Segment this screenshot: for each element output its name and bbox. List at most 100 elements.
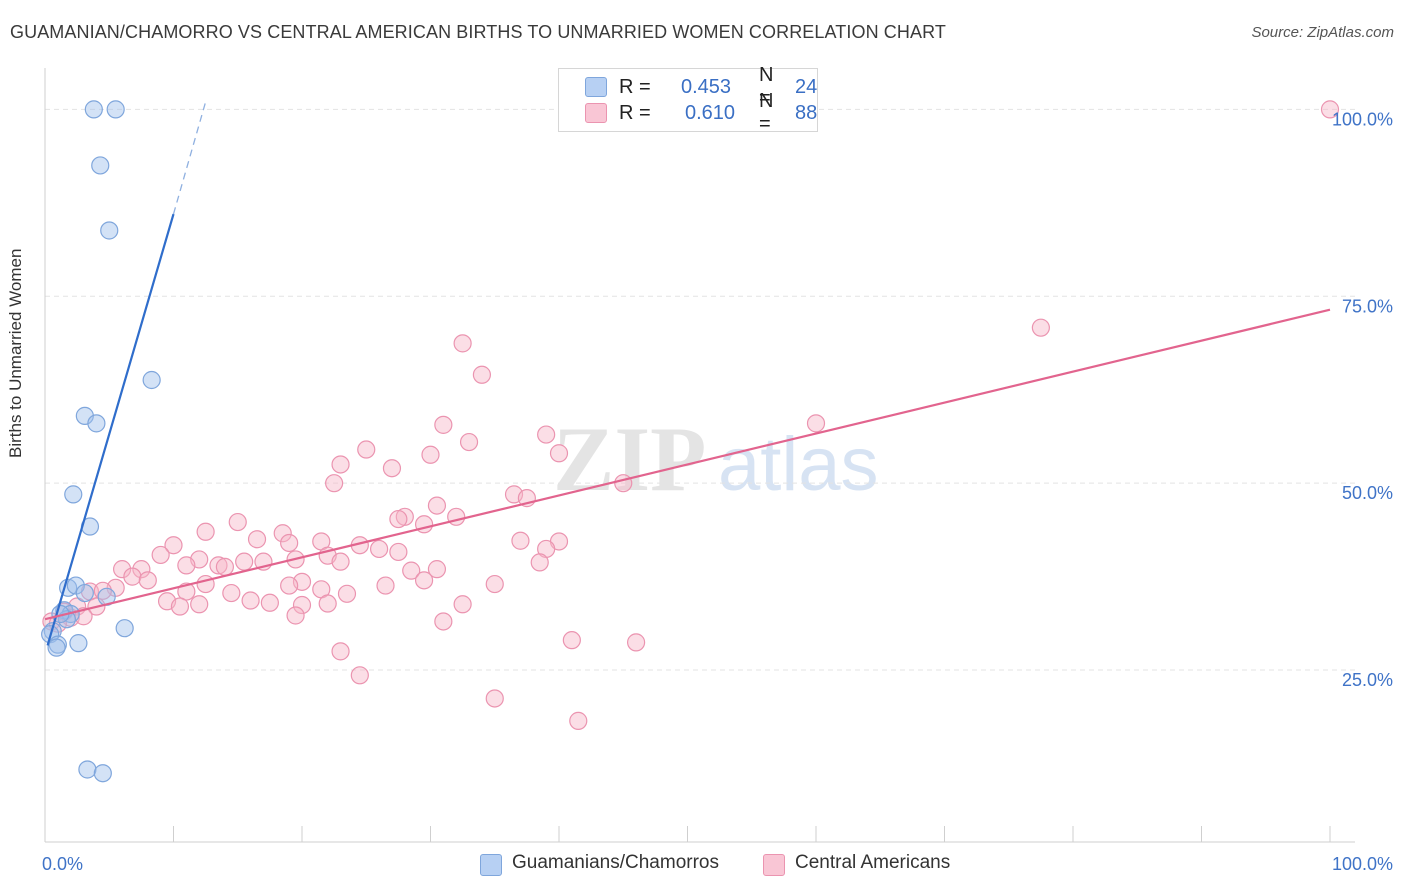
guamanian-point	[142, 370, 161, 390]
central-american-point	[1031, 318, 1050, 337]
central-american-point	[626, 633, 646, 652]
guamanian-point	[47, 638, 66, 657]
watermark-zip: ZIP	[553, 408, 706, 510]
central-american-point	[447, 507, 466, 526]
central-american-point	[537, 425, 556, 444]
central-american-point	[485, 574, 504, 594]
central-american-point	[370, 539, 389, 559]
central-american-point	[382, 459, 402, 478]
central-american-point	[280, 533, 299, 553]
central-american-point	[331, 642, 350, 661]
bottom-legend-swatch-pink	[763, 854, 785, 876]
legend-swatch-blue	[585, 77, 607, 97]
central-american-point	[421, 445, 440, 464]
central-american-point	[569, 711, 588, 730]
central-american-point	[453, 595, 472, 614]
guamanian-trend-line	[46, 213, 175, 646]
central-american-point	[331, 552, 350, 571]
x-tick-label: 100.0%	[1332, 854, 1393, 874]
central-american-point	[453, 334, 472, 353]
central-american-point	[389, 509, 408, 529]
bottom-legend-swatch-blue	[480, 854, 502, 876]
central-american-point	[530, 553, 549, 572]
guamanian-point	[69, 634, 88, 653]
central-american-point	[112, 560, 132, 579]
central-american-point	[357, 440, 376, 459]
central-american-point	[414, 571, 434, 590]
legend-n-value: 88	[795, 101, 818, 124]
watermark: ZIP atlas	[553, 408, 879, 510]
central-american-trend-line	[44, 308, 1331, 621]
trend-lines	[44, 101, 1331, 646]
central-american-point	[228, 512, 247, 532]
watermark-atlas: atlas	[718, 422, 879, 507]
source-credit: Source: ZipAtlas.com	[1251, 24, 1394, 41]
legend-r-value: 0.610	[685, 101, 736, 124]
central-american-point	[209, 556, 228, 575]
guamanian-point	[87, 414, 106, 433]
central-american-point	[190, 595, 209, 614]
axes	[44, 68, 1355, 843]
central-american-point	[806, 414, 826, 433]
y-tick-label: 50.0%	[1342, 483, 1393, 503]
central-american-point	[427, 560, 447, 579]
central-american-point	[549, 444, 569, 463]
central-american-point	[350, 666, 369, 685]
bottom-legend-label: Central Americans	[795, 852, 951, 873]
legend-n-label: N =	[759, 90, 774, 135]
legend-n-value: 24	[795, 75, 818, 98]
central-american-point	[177, 556, 196, 575]
y-tick-label: 100.0%	[1332, 109, 1393, 129]
central-american-point	[472, 365, 491, 384]
central-american-point	[138, 571, 157, 590]
central-american-point	[485, 689, 504, 708]
legend-r-value: 0.453	[681, 75, 732, 98]
central-american-point	[325, 474, 344, 493]
legend-swatch-pink	[585, 103, 607, 123]
bottom-legend-label: Guamanians/Chamorros	[512, 852, 719, 873]
guamanian-trend-extension	[172, 101, 207, 215]
central-american-point	[459, 432, 479, 452]
central-american-point	[337, 584, 357, 603]
central-american-point	[273, 524, 292, 543]
central-american-point	[280, 576, 299, 595]
guamanian-point	[100, 221, 119, 240]
x-tick-label: 0.0%	[42, 854, 83, 874]
central-american-point	[170, 597, 190, 616]
central-americans-series	[42, 100, 1340, 730]
central-american-point	[562, 631, 581, 650]
central-american-point	[286, 606, 305, 625]
central-american-point	[434, 415, 453, 434]
central-american-point	[247, 530, 267, 549]
tick-labels: 25.0% 50.0% 75.0% 100.0% 0.0% 100.0%	[42, 109, 1393, 874]
central-american-point	[331, 455, 350, 474]
central-american-point	[389, 542, 408, 562]
central-american-point	[222, 583, 241, 603]
guamanian-point	[48, 635, 67, 654]
gridlines	[45, 108, 1355, 671]
legend-r-label: R =	[619, 75, 651, 98]
central-american-point	[511, 531, 530, 550]
guamanian-point	[84, 100, 103, 119]
stats-legend: R = 0.453 N = 24 R = 0.610 N = 88	[558, 64, 818, 135]
guamanians-series	[41, 100, 161, 783]
legend-n-label: N =	[759, 64, 774, 109]
central-american-point	[292, 595, 312, 615]
central-american-point	[614, 474, 633, 493]
guamanian-point	[64, 485, 83, 504]
legend-r-label: R =	[619, 101, 651, 124]
chart-title: GUAMANIAN/CHAMORRO VS CENTRAL AMERICAN B…	[10, 22, 946, 42]
y-tick-label: 75.0%	[1342, 296, 1393, 316]
guamanian-point	[75, 583, 94, 603]
guamanian-point	[78, 760, 97, 779]
central-american-point	[235, 552, 254, 571]
central-american-point	[260, 593, 279, 612]
central-american-point	[434, 612, 453, 631]
central-american-point	[402, 561, 421, 580]
central-american-point	[241, 591, 260, 610]
central-american-point	[427, 496, 447, 515]
central-american-point	[123, 567, 142, 586]
central-american-point	[318, 594, 337, 613]
central-american-point	[196, 522, 215, 541]
